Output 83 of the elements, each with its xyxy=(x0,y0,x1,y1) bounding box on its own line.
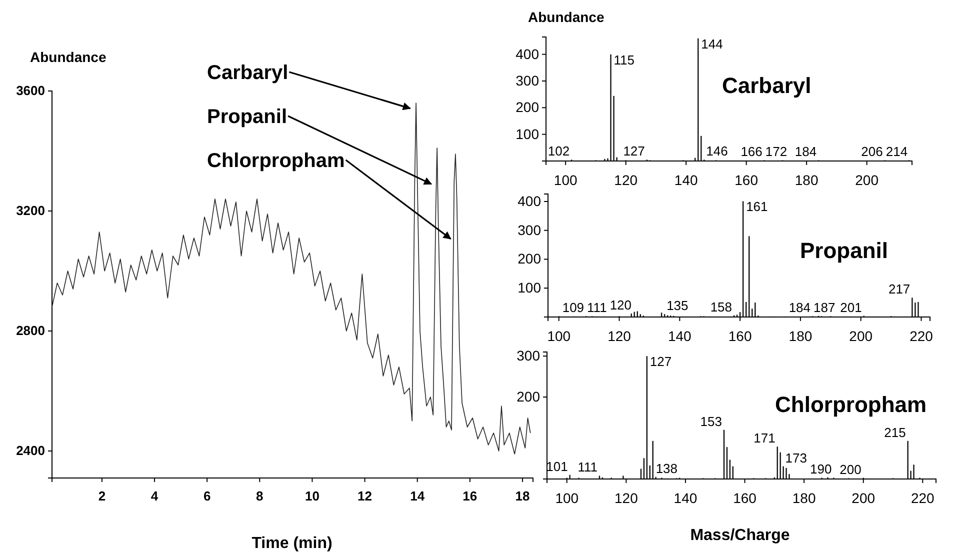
x-tick-label: 160 xyxy=(734,172,758,188)
y-axis-title: Abundance xyxy=(528,9,604,25)
annotation: 200 xyxy=(840,462,862,477)
y-tick-label: 200 xyxy=(516,388,540,405)
annotation: 187 xyxy=(814,300,836,315)
text: Propanil xyxy=(800,238,888,263)
y-tick-label: 3200 xyxy=(16,203,45,218)
annotation: 144 xyxy=(701,36,723,52)
annotation: 115 xyxy=(614,52,634,68)
y-tick-label: 400 xyxy=(518,192,542,209)
x-tick-label: 100 xyxy=(554,172,578,188)
annotation: 171 xyxy=(754,430,776,446)
annotation: 172 xyxy=(765,144,788,160)
x-tick-label: 120 xyxy=(614,172,638,188)
x-tick-label: 120 xyxy=(608,328,632,344)
annotation: 138 xyxy=(656,460,678,476)
y-tick-label: 300 xyxy=(516,72,540,88)
y-tick-label: 200 xyxy=(516,99,540,116)
x-tick-label: 2 xyxy=(98,488,106,504)
x-tick-label: 100 xyxy=(547,328,571,344)
x-tick-label: 10 xyxy=(304,488,320,504)
annotation: 206 xyxy=(861,144,883,160)
annotation: Carbaryl xyxy=(207,62,288,84)
annotation: 184 xyxy=(794,144,817,160)
x-tick-label: 200 xyxy=(855,172,879,188)
y-tick-label: 2400 xyxy=(16,443,45,458)
y-tick-label: 100 xyxy=(516,126,540,142)
x-tick-label: 18 xyxy=(515,488,530,504)
x-tick-label: 160 xyxy=(728,328,752,344)
x-tick-label: 220 xyxy=(910,490,935,506)
annotation: 166 xyxy=(740,144,762,160)
y-tick-label: 100 xyxy=(518,280,542,296)
x-tick-label: 120 xyxy=(614,490,638,506)
x-tick-label: 200 xyxy=(852,490,876,506)
annotation: Propanil xyxy=(207,106,288,128)
y-tick-label: 3600 xyxy=(16,83,45,98)
text: Carbaryl xyxy=(722,73,812,98)
x-tick-label: 16 xyxy=(462,488,478,504)
annotation: 127 xyxy=(623,144,645,159)
x-tick-label: 4 xyxy=(150,488,159,504)
y-tick-label: 2800 xyxy=(16,323,45,338)
x-tick-label: 12 xyxy=(358,488,372,504)
x-tick-label: 180 xyxy=(792,490,816,506)
x-tick-label: 200 xyxy=(849,328,873,344)
y-axis-title: Abundance xyxy=(30,49,106,65)
y-tick-label: 400 xyxy=(516,46,540,62)
annotation: Chlorpropham xyxy=(207,150,345,172)
annotation: 109 xyxy=(562,300,584,316)
annotation: 101 xyxy=(546,458,568,474)
x-tick-label: 14 xyxy=(410,488,426,504)
y-tick-label: 300 xyxy=(518,222,542,238)
x-tick-label: 6 xyxy=(203,488,211,504)
annotation: 111 xyxy=(578,460,598,475)
annotation: 158 xyxy=(710,299,732,314)
x-tick-label: 220 xyxy=(910,328,934,344)
annotation: 153 xyxy=(700,414,722,429)
annotation: 102 xyxy=(548,144,570,159)
annotation: 111 xyxy=(587,300,607,316)
annotation: 146 xyxy=(706,144,728,159)
annotation: 217 xyxy=(888,282,910,297)
annotation: 184 xyxy=(788,300,811,316)
annotation: 214 xyxy=(886,144,908,160)
x-tick-label: 180 xyxy=(788,328,812,344)
annotation: 190 xyxy=(810,461,832,476)
annotation: 127 xyxy=(650,354,672,370)
x-tick-label: 160 xyxy=(733,490,757,506)
y-tick-label: 300 xyxy=(516,348,540,364)
annotation: 135 xyxy=(666,298,688,314)
x-tick-label: 8 xyxy=(256,488,264,504)
annotation: 215 xyxy=(884,424,906,440)
x-tick-label: 140 xyxy=(668,328,692,344)
annotation: 120 xyxy=(610,298,632,313)
x-tick-label: 100 xyxy=(555,490,579,506)
x-axis-title: Mass/Charge xyxy=(690,527,790,544)
annotation: 201 xyxy=(840,300,862,315)
annotation: 161 xyxy=(746,199,768,214)
y-tick-label: 200 xyxy=(518,250,542,267)
x-tick-label: 140 xyxy=(674,490,698,506)
annotation: 173 xyxy=(785,450,808,466)
text: Chlorpropham xyxy=(775,392,927,417)
x-axis-title: Time (min) xyxy=(252,535,332,552)
x-tick-label: 140 xyxy=(674,172,698,188)
x-tick-label: 180 xyxy=(794,172,818,188)
